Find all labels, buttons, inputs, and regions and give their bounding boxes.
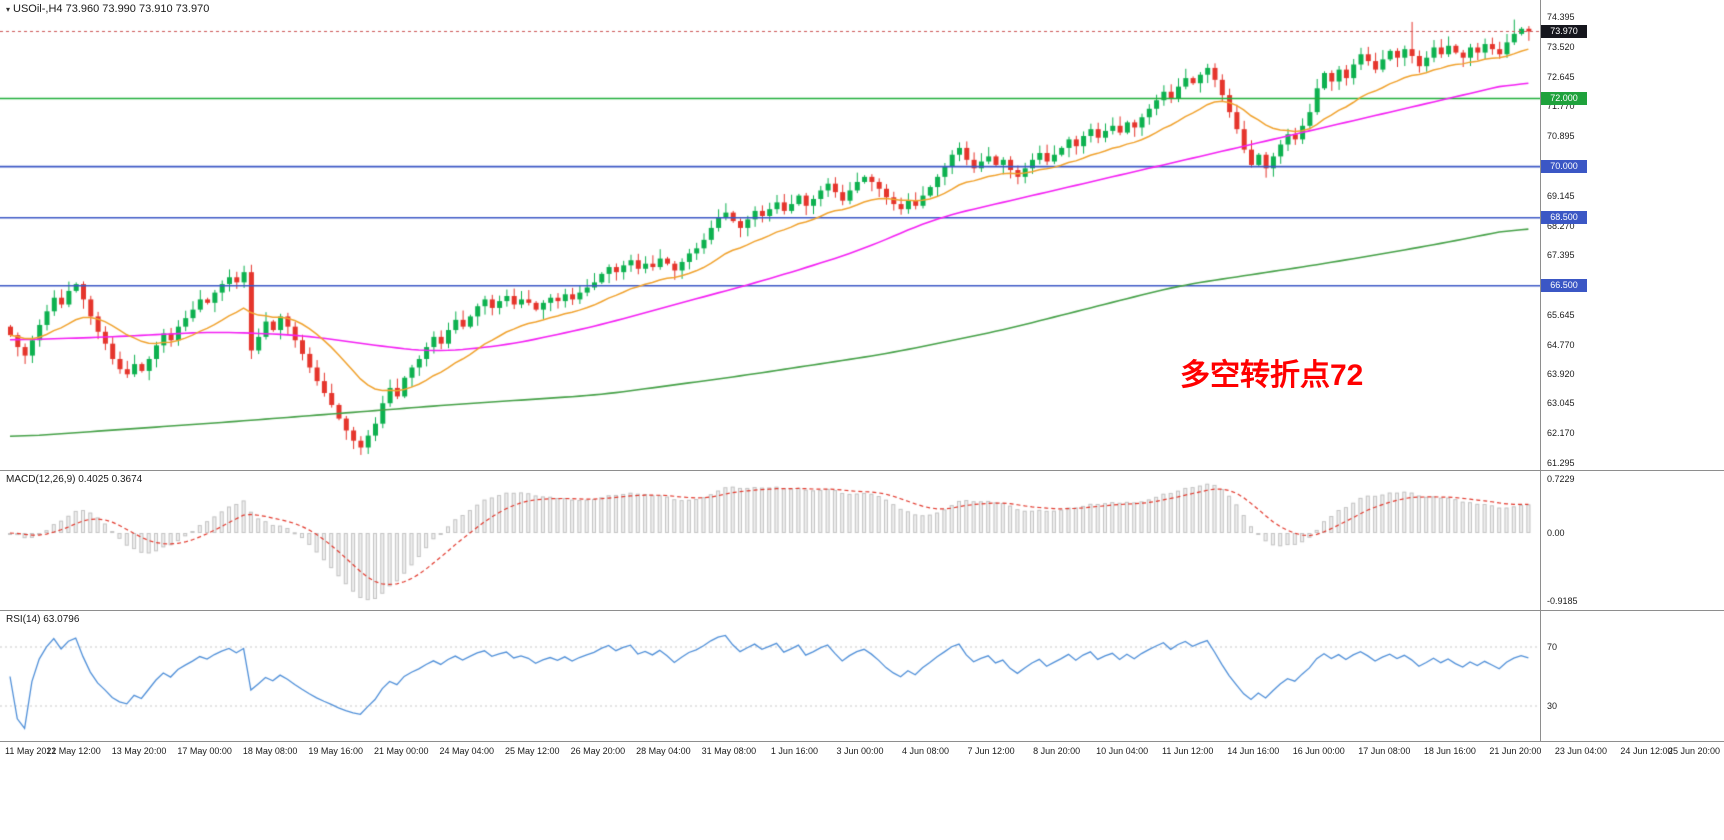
time-label: 25 Jun 20:00: [1667, 746, 1720, 756]
time-label: 16 Jun 00:00: [1292, 746, 1345, 756]
price-tick: 68.270: [1547, 220, 1575, 231]
price-tick: 69.145: [1547, 190, 1575, 201]
time-label: 21 Jun 20:00: [1489, 746, 1542, 756]
price-tick: 71.770: [1547, 101, 1575, 112]
macd-tick: -0.9185: [1547, 596, 1578, 607]
time-label: 3 Jun 00:00: [836, 746, 884, 756]
time-label: 19 May 16:00: [308, 746, 363, 756]
price-axis[interactable]: 74.395 73.520 72.645 71.770 70.895 69.145 68.2…: [1540, 0, 1724, 470]
macd-panel: MACD(12,26,9) 0.4025 0.3674 0.7229 0.00 -0…: [0, 471, 1724, 611]
price-tick: 67.395: [1547, 250, 1575, 261]
price-tick: 62.170: [1547, 428, 1575, 439]
time-label: 18 Jun 16:00: [1423, 746, 1476, 756]
time-label: 13 May 20:00: [111, 746, 167, 756]
price-badge: 66.500: [1541, 279, 1587, 293]
time-label: 31 May 08:00: [701, 746, 757, 756]
price-badge: 72.000: [1541, 92, 1587, 106]
macd-label: MACD(12,26,9) 0.4025 0.3674: [6, 474, 143, 485]
time-label: 26 May 20:00: [570, 746, 626, 756]
time-label: 4 Jun 08:00: [902, 746, 950, 756]
macd-tick: 0.7229: [1547, 474, 1575, 485]
time-label: 18 May 08:00: [242, 746, 298, 756]
time-axis[interactable]: 11 May 2021 12 May 12:00 13 May 20:00 17 Ma…: [0, 742, 1724, 840]
rsi-axis[interactable]: 70 30: [1540, 611, 1724, 741]
price-tick: 73.520: [1547, 41, 1575, 52]
chart-annotation: 多空转折点72: [1180, 359, 1364, 392]
time-label: 10 Jun 04:00: [1096, 746, 1149, 756]
time-label: 21 May 00:00: [373, 746, 429, 756]
time-label: 14 Jun 16:00: [1227, 746, 1280, 756]
time-label: 25 May 12:00: [505, 746, 560, 756]
price-tick: 64.770: [1547, 339, 1575, 350]
time-label: 11 Jun 12:00: [1161, 746, 1214, 756]
price-tick: 63.045: [1547, 398, 1575, 409]
price-tick: 72.645: [1547, 71, 1575, 82]
price-tick: 70.895: [1547, 131, 1575, 142]
chart-title-text: USOil-,H4 73.960 73.990 73.910 73.970: [13, 3, 210, 15]
chart-title: ▾ USOil-,H4 73.960 73.990 73.910 73.970: [6, 3, 209, 15]
rsi-tick: 70: [1547, 642, 1558, 652]
price-badge: 73.970: [1541, 24, 1587, 38]
price-tick: 74.395: [1547, 12, 1575, 22]
chart-marker-icon: ▾: [6, 5, 11, 14]
time-label: 23 Jun 04:00: [1554, 746, 1607, 756]
main-chart-panel: ▾ USOil-,H4 73.960 73.990 73.910 73.970 多…: [0, 0, 1724, 471]
time-label: 7 Jun 12:00: [967, 746, 1015, 756]
price-tick: 61.295: [1547, 458, 1575, 468]
macd-axis[interactable]: 0.7229 0.00 -0.9185: [1540, 471, 1724, 610]
price-badge: 68.500: [1541, 211, 1587, 225]
time-label: 11 May 2021: [5, 746, 57, 756]
time-label: 17 May 00:00: [177, 746, 232, 756]
macd-canvas[interactable]: [0, 471, 1540, 610]
time-label: 8 Jun 20:00: [1033, 746, 1081, 756]
rsi-label: RSI(14) 63.0796: [6, 614, 80, 625]
price-badge: 70.000: [1541, 160, 1587, 174]
time-label: 28 May 04:00: [636, 746, 691, 756]
price-tick: 63.920: [1547, 368, 1575, 379]
time-label: 17 Jun 08:00: [1358, 746, 1411, 756]
rsi-tick: 30: [1547, 701, 1558, 711]
macd-tick: 0.00: [1547, 528, 1565, 538]
time-label: 1 Jun 16:00: [770, 746, 818, 756]
main-chart-canvas[interactable]: [0, 0, 1540, 470]
time-label: 24 May 04:00: [439, 746, 495, 756]
time-label: 24 Jun 12:00: [1620, 746, 1673, 756]
rsi-canvas[interactable]: [0, 611, 1540, 741]
price-tick: 65.645: [1547, 309, 1575, 320]
time-label: 12 May 12:00: [46, 746, 101, 756]
rsi-panel: RSI(14) 63.0796 70 30: [0, 611, 1724, 742]
